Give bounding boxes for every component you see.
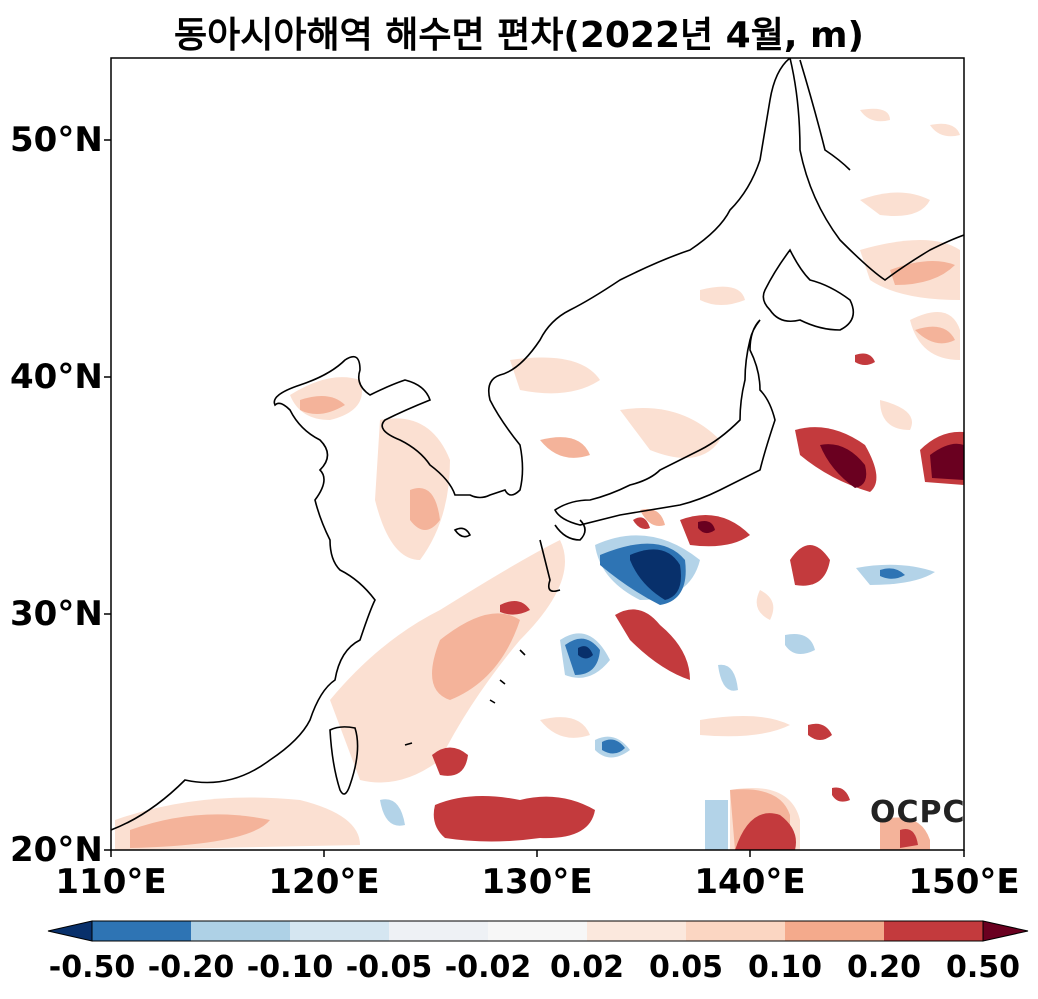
x-tick-label: 130°E (481, 862, 593, 902)
x-tick-label: 110°E (55, 862, 167, 902)
colorbar-segment (290, 921, 389, 941)
colorbar-tick-label: 0.50 (945, 950, 1021, 985)
ocpc-logo: OCPC (870, 795, 966, 830)
colorbar-segment (686, 921, 785, 941)
colorbar-tick-label: -0.50 (48, 950, 136, 985)
map-title: 동아시아해역 해수면 편차(2022년 4월, m) (173, 15, 865, 56)
colorbar-segment (92, 921, 191, 941)
axis-ticks (104, 139, 965, 857)
colorbar-segment (587, 921, 686, 941)
x-tick-label: 120°E (268, 862, 380, 902)
colorbar-extend-high (982, 920, 1029, 942)
colorbar-tick-label: -0.20 (147, 950, 235, 985)
colorbar-extend-low (47, 920, 93, 942)
colorbar-segment (785, 921, 884, 941)
colorbar-tick-label: 0.20 (846, 950, 922, 985)
colorbar-frame (91, 920, 984, 942)
x-tick-label: 140°E (694, 862, 806, 902)
y-tick-label: 30°N (10, 594, 103, 634)
colorbar-segment (191, 921, 290, 941)
colorbar-tick-label: -0.02 (444, 950, 532, 985)
coastline (111, 58, 964, 831)
colorbar-tick-label: -0.10 (246, 950, 334, 985)
y-tick-label: 50°N (10, 120, 103, 160)
colorbar-segment (389, 921, 488, 941)
colorbar-tick-label: 0.05 (648, 950, 724, 985)
colorbar-segment (884, 921, 983, 941)
colorbar-segment (488, 921, 587, 941)
y-tick-label: 20°N (10, 830, 103, 870)
light-positive-anomaly-field (115, 108, 960, 850)
x-tick-label: 150°E (908, 862, 1020, 902)
extreme-positive-anomaly-field (698, 443, 964, 534)
colorbar (47, 920, 1029, 942)
colorbar-tick-label: 0.02 (549, 950, 625, 985)
y-tick-label: 40°N (10, 357, 103, 397)
colorbar-tick-label: 0.10 (747, 950, 823, 985)
colorbar-tick-label: -0.05 (345, 950, 433, 985)
extreme-negative-anomaly-field (578, 549, 681, 659)
